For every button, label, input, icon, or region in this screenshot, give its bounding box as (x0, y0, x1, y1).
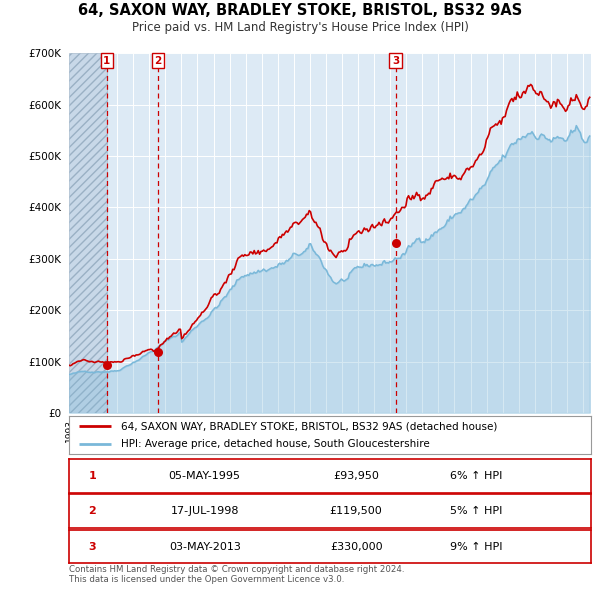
Text: £93,950: £93,950 (333, 471, 379, 481)
Text: Price paid vs. HM Land Registry's House Price Index (HPI): Price paid vs. HM Land Registry's House … (131, 21, 469, 34)
Text: 2: 2 (154, 56, 161, 66)
Text: 17-JUL-1998: 17-JUL-1998 (170, 506, 239, 516)
Text: HPI: Average price, detached house, South Gloucestershire: HPI: Average price, detached house, Sout… (121, 439, 430, 449)
Text: 9% ↑ HPI: 9% ↑ HPI (450, 542, 502, 552)
Text: 03-MAY-2013: 03-MAY-2013 (169, 542, 241, 552)
Bar (69, 53, 107, 413)
Text: Contains HM Land Registry data © Crown copyright and database right 2024.: Contains HM Land Registry data © Crown c… (69, 565, 404, 574)
Text: 6% ↑ HPI: 6% ↑ HPI (450, 471, 502, 481)
Text: 64, SAXON WAY, BRADLEY STOKE, BRISTOL, BS32 9AS: 64, SAXON WAY, BRADLEY STOKE, BRISTOL, B… (78, 3, 522, 18)
Text: 5% ↑ HPI: 5% ↑ HPI (450, 506, 502, 516)
Text: 3: 3 (89, 542, 97, 552)
Text: 2: 2 (89, 506, 97, 516)
Text: This data is licensed under the Open Government Licence v3.0.: This data is licensed under the Open Gov… (69, 575, 344, 584)
Text: 05-MAY-1995: 05-MAY-1995 (169, 471, 241, 481)
Text: £119,500: £119,500 (330, 506, 382, 516)
Text: £330,000: £330,000 (330, 542, 382, 552)
Text: 1: 1 (89, 471, 97, 481)
Text: 1: 1 (103, 56, 110, 66)
Text: 64, SAXON WAY, BRADLEY STOKE, BRISTOL, BS32 9AS (detached house): 64, SAXON WAY, BRADLEY STOKE, BRISTOL, B… (121, 421, 497, 431)
Text: 3: 3 (392, 56, 399, 66)
